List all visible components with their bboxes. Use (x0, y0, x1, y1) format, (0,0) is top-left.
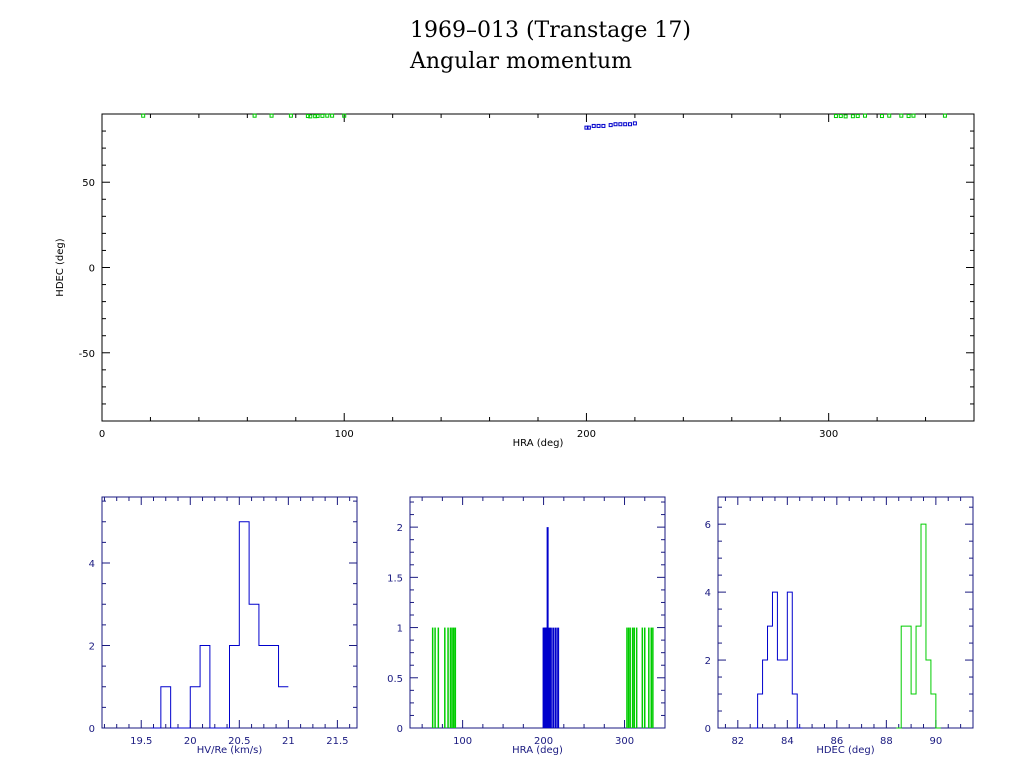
scatter-point (850, 114, 855, 119)
y-tick-label: 0 (705, 724, 711, 735)
x-tick-label: 300 (819, 429, 838, 440)
y-tick-label: 50 (82, 178, 95, 189)
x-tick-label: 300 (615, 736, 634, 747)
y-tick-label: 0 (89, 264, 95, 275)
scatter-point (613, 122, 618, 127)
scatter-point (141, 113, 146, 118)
y-tick-label: 2 (89, 642, 95, 653)
scatter-point (618, 122, 623, 127)
x-axis-label: HRA (deg) (513, 438, 564, 449)
x-tick-label: 100 (335, 429, 354, 440)
scatter-point (308, 114, 313, 119)
x-axis-label: HV/Re (km/s) (197, 745, 263, 756)
title-line-2: Angular momentum (409, 49, 632, 74)
scatter-point (906, 114, 911, 119)
scatter-point (623, 122, 628, 127)
x-axis-label: HDEC (deg) (816, 745, 874, 756)
y-tick-label: 0.5 (387, 674, 403, 685)
y-tick-label: 2 (397, 523, 403, 534)
y-tick-label: 2 (705, 656, 711, 667)
y-tick-label: 4 (89, 559, 95, 570)
scatter-point (838, 114, 843, 119)
scatter-point (269, 113, 274, 118)
histogram-series (896, 523, 941, 729)
x-tick-label: 20.5 (228, 736, 250, 747)
scatter-point (911, 113, 916, 118)
histogram-hra-panel: 100 200 300 0 0.5 1 1.5 2 HRA (deg) (387, 496, 666, 756)
y-tick-label: 1 (397, 624, 403, 635)
y-tick-label: 6 (705, 520, 711, 531)
scatter-point (584, 125, 589, 130)
scatter-point (591, 123, 596, 128)
x-tick-label: 84 (781, 736, 794, 747)
scatter-point (325, 113, 330, 118)
x-tick-label: 86 (830, 736, 843, 747)
scatter-point (330, 113, 335, 118)
y-tick-label: -50 (79, 349, 95, 360)
title-line-1: 1969–013 (Transtage 17) (410, 18, 691, 43)
x-tick-label: 200 (534, 736, 553, 747)
scatter-point (313, 114, 318, 119)
scatter-point (863, 113, 867, 118)
x-tick-label: 82 (731, 736, 744, 747)
scatter-point (252, 113, 257, 118)
scatter-point (879, 114, 884, 119)
y-axis-label: HDEC (deg) (55, 238, 66, 296)
x-tick-label: 0 (99, 429, 105, 440)
scatter-panel: 0 100 200 300 -50 0 50 HRA (deg) HDEC (deg) (55, 113, 975, 449)
scatter-point (596, 123, 601, 128)
x-tick-label: 19.5 (130, 736, 152, 747)
x-tick-label: 21 (282, 736, 295, 747)
scatter-point (628, 122, 633, 127)
histogram-hv-panel: 19.5 20 20.5 21 21.5 0 2 4 HV/Re (km/s) (89, 496, 358, 756)
x-tick-label: 100 (453, 736, 472, 747)
y-tick-label: 0 (89, 724, 95, 735)
scatter-point (288, 113, 293, 118)
scatter-point (899, 113, 904, 118)
x-tick-label: 90 (929, 736, 942, 747)
x-tick-label: 21.5 (326, 736, 348, 747)
scatter-point (632, 121, 637, 126)
scatter-point (586, 125, 591, 130)
y-tick-label: 4 (705, 588, 711, 599)
x-axis-label: HRA (deg) (512, 745, 563, 756)
y-tick-label: 0 (397, 724, 403, 735)
y-tick-label: 1.5 (387, 573, 403, 584)
x-tick-label: 88 (880, 736, 893, 747)
scatter-point (855, 114, 860, 119)
scatter-point (887, 113, 892, 118)
histogram-series (752, 591, 803, 729)
scatter-point (305, 114, 310, 119)
scatter-point (833, 114, 838, 119)
scatter-point (843, 114, 848, 119)
scatter-point (601, 123, 606, 128)
plot-frame (101, 113, 975, 422)
scatter-point (320, 113, 325, 118)
histogram-hdec-panel: 82 84 86 88 90 0 2 4 6 HDEC (deg) (705, 496, 974, 756)
plot-frame (717, 496, 974, 729)
plot-frame (409, 496, 666, 729)
scatter-point (342, 113, 347, 118)
scatter-point (942, 113, 947, 118)
scatter-point (608, 123, 613, 128)
x-tick-label: 20 (184, 736, 197, 747)
scatter-point (315, 114, 320, 119)
histogram-series (151, 521, 289, 729)
x-tick-label: 200 (577, 429, 596, 440)
